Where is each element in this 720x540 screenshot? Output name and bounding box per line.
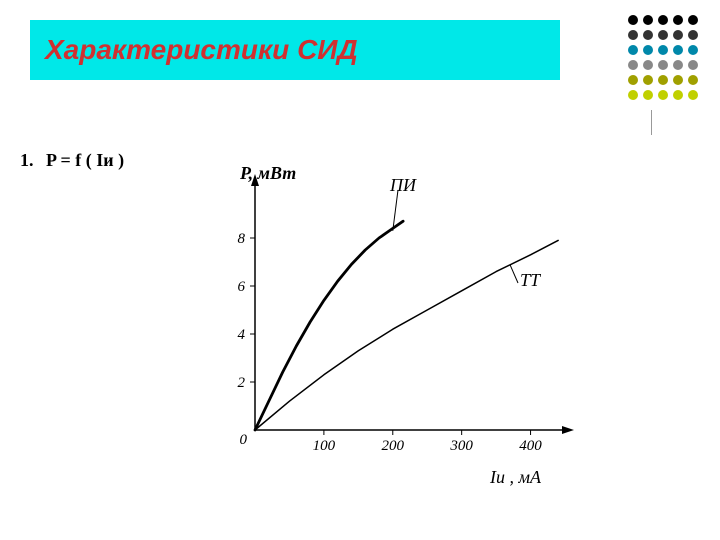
series-label-pi: ПИ: [390, 175, 416, 196]
svg-text:300: 300: [449, 438, 473, 454]
decoration-dot: [658, 30, 668, 40]
decoration-dot: [643, 60, 653, 70]
decoration-dot: [673, 45, 683, 55]
decoration-dot: [673, 75, 683, 85]
svg-text:100: 100: [313, 438, 336, 454]
decoration-dot: [658, 75, 668, 85]
decoration-dot: [658, 15, 668, 25]
decoration-dot: [688, 45, 698, 55]
decoration-dot: [628, 45, 638, 55]
svg-text:4: 4: [238, 327, 246, 343]
decoration-dot: [688, 15, 698, 25]
decoration-dot: [688, 30, 698, 40]
chart-svg: 2 4 6 8 100 200 300 400 0: [200, 165, 580, 500]
x-axis-label: Iи , мА: [490, 467, 541, 488]
decoration-dot: [673, 90, 683, 100]
svg-text:6: 6: [238, 279, 246, 295]
decoration-dot: [628, 90, 638, 100]
equation: 1. P = f ( Iи ): [20, 150, 124, 171]
decoration-dot: [688, 60, 698, 70]
title-bar: Характеристики СИД: [30, 20, 560, 80]
decoration-dot: [658, 90, 668, 100]
decoration-dot: [673, 30, 683, 40]
svg-text:8: 8: [238, 231, 246, 247]
decoration-dot: [643, 30, 653, 40]
dot-decoration: [628, 15, 700, 102]
decoration-dot: [658, 60, 668, 70]
svg-text:0: 0: [240, 432, 248, 448]
decoration-dot: [628, 75, 638, 85]
decoration-dot: [628, 15, 638, 25]
decoration-line: [651, 110, 652, 135]
decoration-dot: [643, 15, 653, 25]
svg-text:400: 400: [519, 438, 542, 454]
equation-text: P = f ( Iи ): [46, 150, 124, 170]
decoration-dot: [673, 15, 683, 25]
svg-text:2: 2: [238, 375, 246, 391]
decoration-dot: [628, 30, 638, 40]
decoration-dot: [688, 75, 698, 85]
decoration-dot: [628, 60, 638, 70]
decoration-dot: [673, 60, 683, 70]
equation-number: 1.: [20, 150, 34, 170]
decoration-dot: [643, 45, 653, 55]
decoration-dot: [658, 45, 668, 55]
y-axis-label: P, мВт: [240, 163, 296, 184]
svg-text:200: 200: [382, 438, 405, 454]
series-label-tt: ТТ: [520, 270, 540, 291]
decoration-dot: [643, 90, 653, 100]
decoration-dot: [643, 75, 653, 85]
decoration-dot: [688, 90, 698, 100]
page-title: Характеристики СИД: [45, 34, 358, 66]
chart: P, мВт 2 4 6 8 100 200 300 400 0 ПИ ТТ Iи , мА: [200, 165, 580, 500]
